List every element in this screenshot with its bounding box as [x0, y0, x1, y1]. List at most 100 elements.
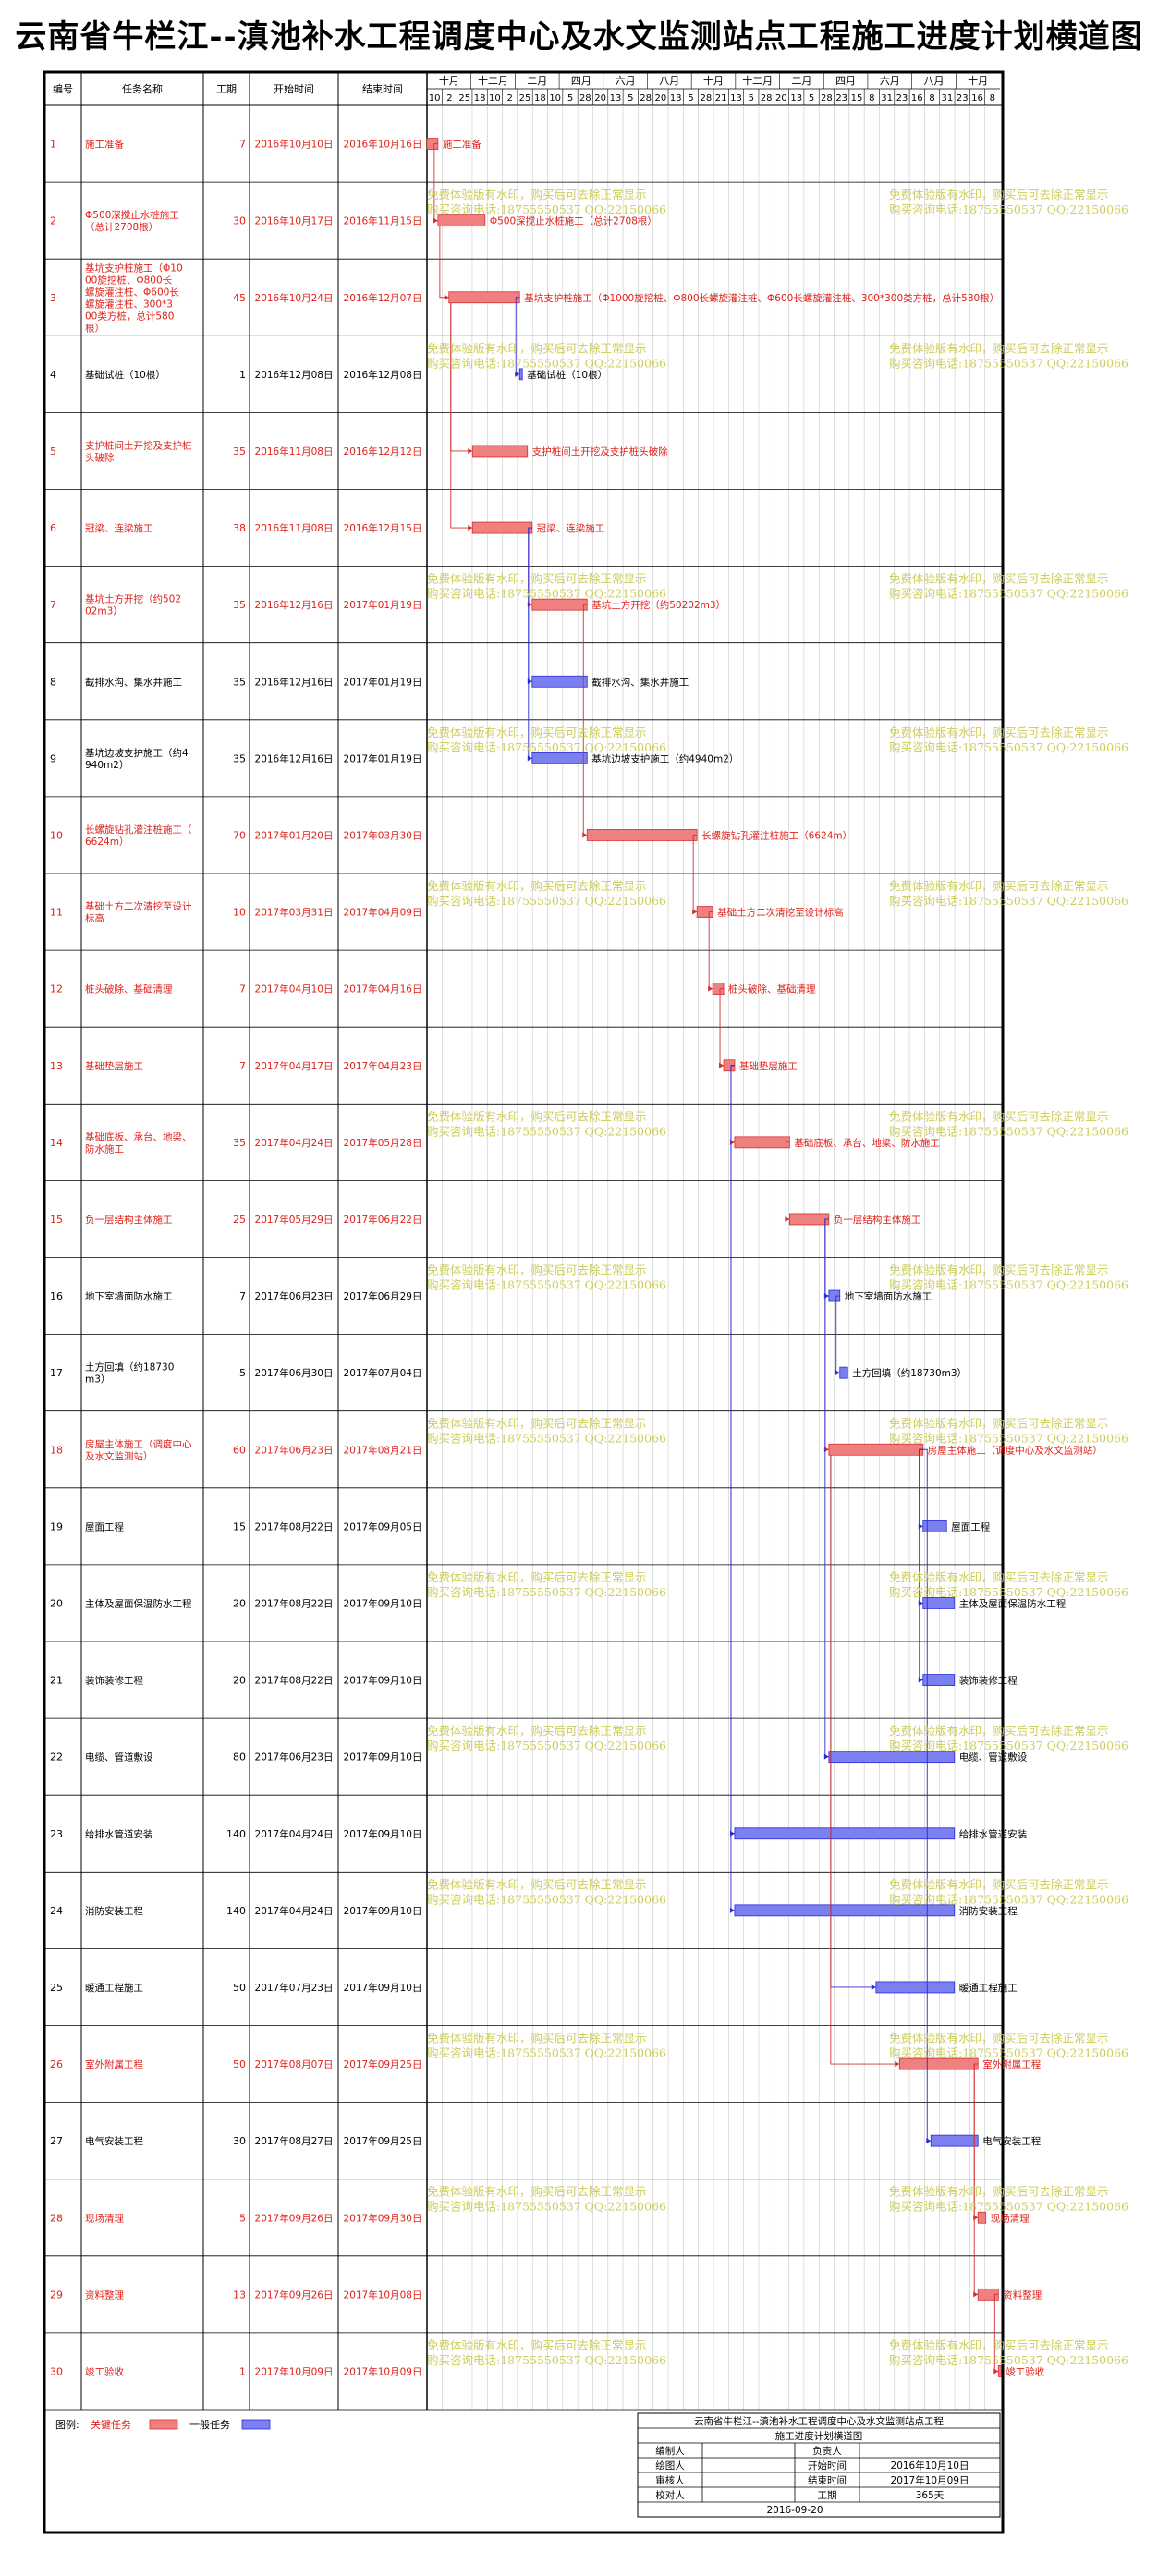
- task-start: 2017年03月31日: [255, 907, 334, 919]
- outer-frame: [43, 70, 1005, 2534]
- watermark-line2: 购买咨询电话:18755550537 QQ:22150066: [889, 1585, 1128, 1599]
- task-bar: [828, 1751, 956, 1764]
- watermark-line1: 免费体验版有水印，购买后可去除正常显示: [889, 2185, 1109, 2199]
- watermark-line1: 免费体验版有水印，购买后可去除正常显示: [889, 188, 1109, 201]
- task-bar-label: 基础垫层施工: [739, 1060, 798, 1072]
- task-end: 2016年10月16日: [344, 139, 422, 151]
- day-label: 15: [851, 93, 863, 104]
- task-end: 2017年09月10日: [344, 1675, 422, 1687]
- dependency-arrow: [582, 832, 588, 838]
- legend-label: 图例:: [55, 2418, 79, 2431]
- task-duration: 35: [233, 1137, 246, 1149]
- task-no: 21: [50, 1675, 63, 1687]
- task-no: 27: [50, 2135, 63, 2147]
- task-end: 2017年09月05日: [344, 1520, 422, 1532]
- task-duration: 7: [239, 983, 246, 995]
- dependency-arrow: [692, 909, 698, 915]
- day-label: 23: [835, 93, 847, 104]
- month-label: 十月: [439, 74, 459, 87]
- watermark-line2: 购买咨询电话:18755550537 QQ:22150066: [889, 1892, 1128, 1906]
- day-label: 28: [640, 93, 652, 104]
- task-bar-label: 基础底板、承台、地梁、防水施工: [794, 1137, 940, 1149]
- dependency-arrow: [871, 1984, 876, 1990]
- task-end: 2017年09月10日: [344, 1982, 422, 1994]
- task-bar-label: 负一层结构主体施工: [834, 1214, 921, 1226]
- task-end: 2017年06月29日: [344, 1290, 422, 1302]
- task-end: 2017年04月09日: [344, 907, 422, 919]
- task-start: 2017年06月23日: [255, 1752, 334, 1764]
- task-bar: [531, 675, 588, 688]
- day-label: 10: [429, 93, 441, 104]
- info-cell: 2016年10月10日: [891, 2460, 969, 2472]
- task-start: 2016年10月17日: [255, 215, 334, 227]
- task-start: 2016年11月08日: [255, 446, 334, 458]
- task-end: 2017年01月19日: [344, 599, 422, 611]
- task-no: 25: [50, 1982, 63, 1994]
- task-duration: 20: [233, 1675, 246, 1687]
- day-label: 13: [730, 93, 742, 104]
- task-bar-label: 基础土方二次清挖至设计标高: [717, 907, 844, 919]
- task-start: 2016年12月16日: [255, 676, 334, 688]
- task-name: 暖通工程施工: [85, 1982, 143, 1994]
- task-bar: [997, 2365, 1002, 2377]
- task-name: 室外附属工程: [85, 2058, 143, 2070]
- day-label: 28: [821, 93, 833, 104]
- watermark-line2: 购买咨询电话:18755550537 QQ:22150066: [889, 894, 1128, 908]
- day-label: 10: [489, 93, 501, 104]
- month-label: 十二月: [742, 74, 773, 87]
- task-bar: [828, 1443, 924, 1456]
- task-start: 2017年05月29日: [255, 1214, 334, 1226]
- day-label: 28: [579, 93, 591, 104]
- watermark-line1: 免费体验版有水印，购买后可去除正常显示: [427, 572, 647, 586]
- task-bar-label: 桩头破除、基础清理: [728, 983, 816, 995]
- task-no: 2: [50, 215, 56, 227]
- task-bar: [875, 1981, 956, 1994]
- task-bar-label: 支护桩间土开挖及支护桩头破除: [532, 446, 668, 458]
- day-label: 8: [990, 93, 995, 104]
- task-name: 基坑边坡支护施工（约4 940m2）: [85, 747, 189, 771]
- task-no: 16: [50, 1290, 63, 1302]
- task-bar: [531, 751, 588, 764]
- day-label: 31: [881, 93, 893, 104]
- task-no: 7: [50, 599, 56, 611]
- task-name: 竣工验收: [85, 2365, 124, 2377]
- day-label: 8: [929, 93, 934, 104]
- watermark-line2: 购买咨询电话:18755550537 QQ:22150066: [889, 2200, 1128, 2214]
- month-label: 六月: [616, 75, 636, 87]
- watermark-line1: 免费体验版有水印，购买后可去除正常显示: [889, 1877, 1109, 1891]
- watermark-line1: 免费体验版有水印，购买后可去除正常显示: [427, 1109, 647, 1123]
- watermark-line2: 购买咨询电话:18755550537 QQ:22150066: [427, 356, 666, 370]
- task-name: 主体及屋面保温防水工程: [85, 1597, 192, 1609]
- watermark-line2: 购买咨询电话:18755550537 QQ:22150066: [427, 740, 666, 754]
- watermark-line2: 购买咨询电话:18755550537 QQ:22150066: [889, 740, 1128, 754]
- task-end: 2017年03月30日: [344, 829, 422, 841]
- page-title: 云南省牛栏江--滇池补水工程调度中心及水文监测站点工程施工进度计划横道图: [15, 18, 1143, 55]
- task-start: 2017年08月07日: [255, 2058, 334, 2070]
- task-name: 冠梁、连梁施工: [85, 522, 153, 534]
- legend-critical-swatch: [149, 2419, 178, 2430]
- watermark-line1: 免费体验版有水印，购买后可去除正常显示: [889, 341, 1109, 355]
- watermark-line2: 购买咨询电话:18755550537 QQ:22150066: [427, 1278, 666, 1292]
- watermark-line2: 购买咨询电话:18755550537 QQ:22150066: [427, 2353, 666, 2367]
- task-duration: 7: [239, 139, 246, 151]
- dependency-arrow: [823, 1753, 829, 1760]
- task-bar: [898, 2057, 979, 2070]
- task-bar: [471, 445, 529, 458]
- watermark-line2: 购买咨询电话:18755550537 QQ:22150066: [889, 202, 1128, 216]
- header-end: 结束时间: [362, 83, 403, 95]
- task-start: 2016年10月24日: [255, 292, 334, 304]
- task-duration: 50: [233, 2058, 246, 2070]
- header-start: 开始时间: [274, 82, 314, 95]
- task-name: 资料整理: [85, 2289, 124, 2301]
- watermark-line2: 购买咨询电话:18755550537 QQ:22150066: [889, 1278, 1128, 1292]
- watermark-line2: 购买咨询电话:18755550537 QQ:22150066: [427, 1432, 666, 1446]
- day-label: 2: [446, 93, 452, 104]
- watermark-line1: 免费体验版有水印，购买后可去除正常显示: [889, 2338, 1109, 2352]
- task-name: 地下室墙面防水施工: [85, 1290, 173, 1302]
- task-bar-label: 截排水沟、集水井施工: [591, 676, 689, 688]
- task-start: 2017年06月30日: [255, 1367, 334, 1379]
- task-duration: 35: [233, 599, 246, 611]
- task-end: 2017年04月16日: [344, 983, 422, 995]
- day-label: 21: [715, 93, 727, 104]
- task-bar-label: 施工准备: [443, 139, 481, 151]
